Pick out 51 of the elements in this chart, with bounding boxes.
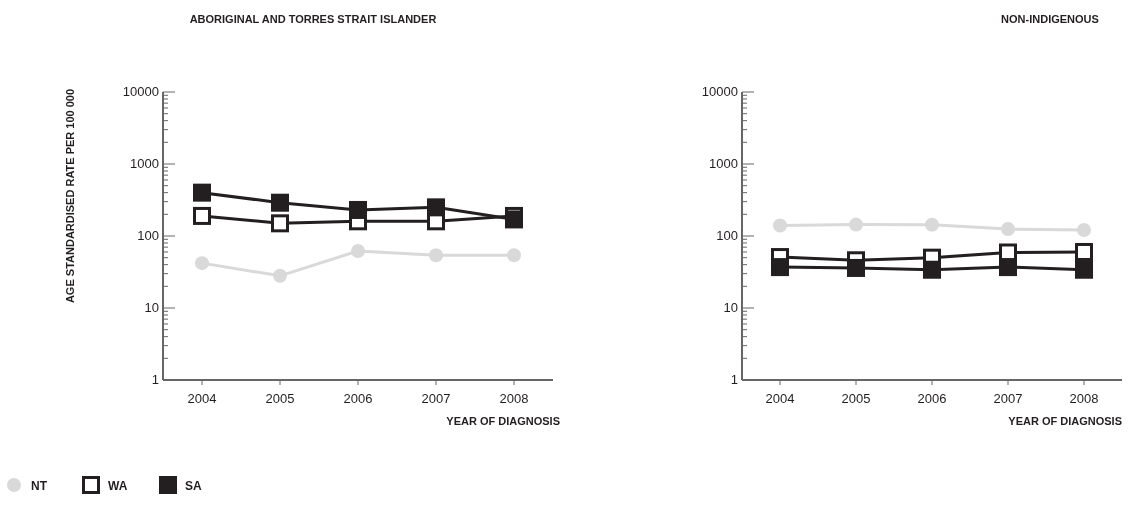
y-tick-label: 1000 bbox=[130, 156, 159, 171]
point bbox=[271, 193, 289, 212]
point bbox=[193, 183, 211, 202]
y-tick-label: 100 bbox=[716, 228, 738, 243]
x-tick-label: 2005 bbox=[841, 391, 871, 406]
point bbox=[999, 258, 1017, 277]
legend-label: WA bbox=[108, 479, 128, 493]
y-tick-label: 1000 bbox=[709, 156, 738, 171]
x-tick-label: 2007 bbox=[993, 391, 1023, 406]
x-tick-label: 2004 bbox=[187, 391, 217, 406]
point bbox=[349, 200, 367, 219]
point bbox=[923, 260, 941, 279]
x-tick-label: 2007 bbox=[421, 391, 451, 406]
y-tick-label: 100 bbox=[137, 228, 159, 243]
x-tick-label: 2004 bbox=[765, 391, 795, 406]
point bbox=[271, 214, 289, 233]
y-tick-label: 1 bbox=[151, 372, 159, 387]
point bbox=[351, 243, 365, 258]
point bbox=[1001, 222, 1015, 237]
point bbox=[773, 218, 787, 233]
x-tick-label: 2006 bbox=[343, 391, 373, 406]
x-tick-label: 2008 bbox=[1069, 391, 1099, 406]
point bbox=[507, 248, 521, 263]
x-tick-label: 2005 bbox=[265, 391, 295, 406]
y-tick-label: 10000 bbox=[122, 84, 159, 99]
point bbox=[771, 258, 789, 277]
x-axis-title: YEAR OF DIAGNOSIS bbox=[446, 415, 560, 427]
point bbox=[847, 258, 865, 277]
point bbox=[925, 217, 939, 232]
legend-label: SA bbox=[185, 479, 202, 493]
legend-label: NT bbox=[31, 479, 48, 493]
x-tick-label: 2008 bbox=[499, 391, 529, 406]
y-axis-title: AGE STANDARDISED RATE PER 100 000 bbox=[64, 88, 76, 304]
y-tick-label: 1 bbox=[730, 372, 738, 387]
chart-title: ABORIGINAL AND TORRES STRAIT ISLANDER bbox=[189, 13, 437, 25]
y-tick-label: 10 bbox=[144, 300, 159, 315]
point bbox=[193, 206, 211, 225]
point bbox=[849, 217, 863, 232]
point bbox=[1075, 242, 1093, 261]
point bbox=[195, 256, 209, 271]
x-axis-title: YEAR OF DIAGNOSIS bbox=[1008, 415, 1122, 427]
point bbox=[1075, 260, 1093, 279]
point bbox=[505, 210, 523, 229]
y-tick-label: 10 bbox=[723, 300, 738, 315]
point bbox=[429, 248, 443, 263]
chart-title: NON-INDIGENOUS bbox=[1001, 13, 1099, 25]
point bbox=[427, 198, 445, 217]
y-tick-label: 10000 bbox=[701, 84, 738, 99]
point bbox=[1077, 223, 1091, 238]
x-tick-label: 2006 bbox=[917, 391, 947, 406]
point bbox=[273, 268, 287, 283]
